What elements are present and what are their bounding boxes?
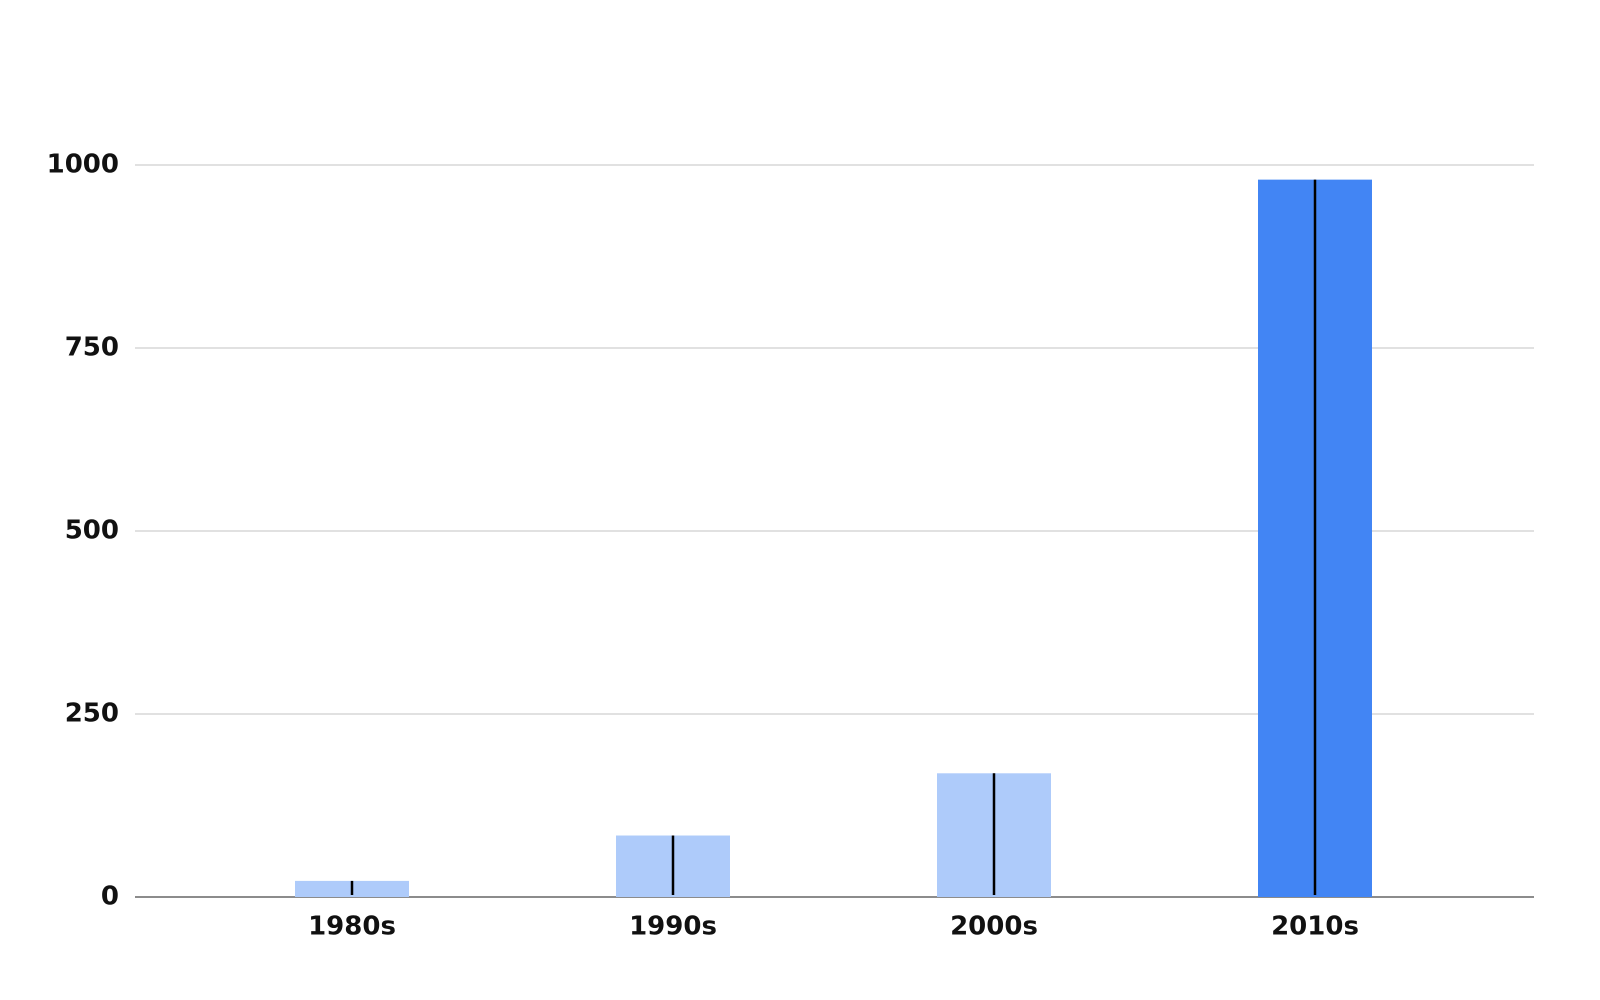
y-tick-label: 0 (101, 882, 119, 912)
y-tick-label: 250 (65, 699, 119, 729)
y-tick-label: 1000 (47, 150, 119, 180)
x-tick-label: 2010s (1271, 912, 1359, 942)
x-tick-label: 2000s (950, 912, 1038, 942)
y-tick-label: 500 (65, 516, 119, 546)
y-tick-label: 750 (65, 333, 119, 363)
x-tick-label: 1980s (308, 912, 396, 942)
x-tick-label: 1990s (629, 912, 717, 942)
